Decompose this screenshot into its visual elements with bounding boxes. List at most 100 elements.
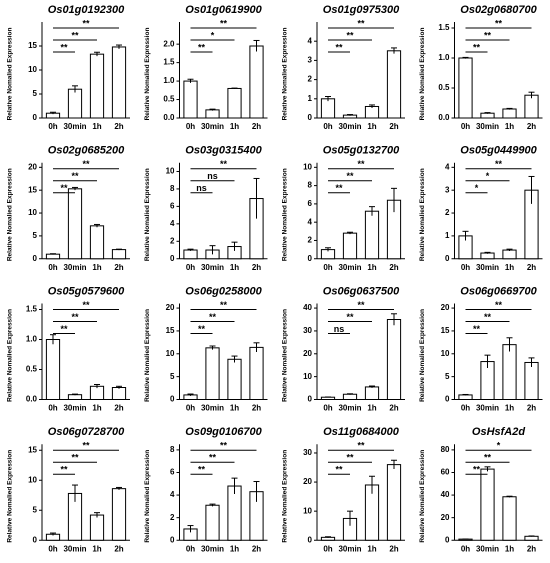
y-tick-label: 2 — [445, 208, 450, 217]
significance-label: * — [475, 183, 479, 193]
error-bar — [94, 512, 100, 518]
panel: OsHsfA2d Relative Nomalied Expression 0 20 4… — [419, 426, 543, 553]
y-tick-label: 8 — [170, 445, 175, 454]
y-axis-label: Relative Nomalied Expression — [144, 450, 151, 543]
significance-label: ns — [334, 324, 345, 334]
panel: Os11g0684000 Relative Nomalied Expression… — [282, 426, 405, 553]
y-tick-label: 4 — [445, 162, 450, 171]
significance-label: ** — [495, 159, 503, 169]
bar — [67, 88, 83, 119]
x-tick-label: 0h — [48, 263, 57, 272]
x-tick-label: 1h — [92, 122, 101, 131]
panel-title: Os06g0258000 — [185, 285, 262, 297]
panel-title: Os05g0449900 — [460, 145, 537, 157]
y-tick-label: 0 — [308, 395, 313, 404]
error-bar — [484, 251, 491, 254]
significance-label: ** — [357, 18, 365, 28]
error-bar — [209, 108, 216, 111]
significance-label: ** — [473, 42, 481, 52]
bar — [386, 319, 402, 400]
y-tick-label: 40 — [441, 490, 450, 499]
error-bar — [391, 459, 397, 469]
x-tick-label: 1h — [505, 122, 514, 131]
y-tick-label: 0.0 — [26, 395, 38, 404]
error-bar — [325, 95, 331, 102]
y-tick-label: 0 — [170, 535, 175, 544]
error-bar — [253, 39, 260, 52]
error-bar — [506, 495, 513, 498]
significance-label: ** — [82, 159, 90, 169]
x-tick-label: 0h — [461, 122, 470, 131]
x-tick-label: 30min — [476, 263, 499, 272]
panel: Os06g0637500 Relative Nomalied Expression… — [282, 285, 405, 413]
y-tick-label: 1.5 — [26, 305, 38, 314]
panel-title: Os03g0315400 — [185, 145, 262, 157]
bar — [458, 57, 473, 119]
x-tick-label: 1h — [505, 404, 514, 413]
y-axis-label: Relative Nomalied Expression — [282, 309, 289, 402]
x-tick-label: 2h — [252, 544, 261, 553]
significance-label: ** — [346, 30, 354, 40]
error-bar — [209, 345, 216, 350]
x-tick-label: 2h — [114, 404, 123, 413]
y-axis-label: Relative Nomalied Expression — [7, 168, 14, 261]
y-tick-label: 20 — [441, 303, 450, 312]
panel: Os01g0619900 Relative Nomalied Expression… — [144, 4, 268, 131]
error-bar — [116, 248, 122, 251]
significance-label: ** — [220, 300, 228, 310]
y-axis-label: Relative Nomalied Expression — [282, 450, 289, 543]
error-bar — [347, 510, 353, 526]
bar — [502, 344, 517, 400]
y-tick-label: 1.5 — [163, 58, 175, 67]
panel: Os03g0315400 Relative Nomalied Expression… — [144, 145, 268, 272]
y-tick-label: 0.0 — [438, 113, 450, 122]
error-bar — [116, 44, 122, 49]
x-tick-label: 30min — [63, 544, 86, 553]
error-bar — [347, 231, 353, 235]
y-tick-label: 10 — [28, 475, 37, 484]
error-bar — [347, 114, 353, 116]
x-tick-label: 30min — [476, 544, 499, 553]
significance-label: * — [486, 171, 490, 181]
x-tick-label: 1h — [367, 404, 376, 413]
x-tick-label: 0h — [48, 122, 57, 131]
bar — [111, 46, 127, 119]
bar — [320, 98, 336, 119]
bar — [364, 105, 380, 119]
significance-label: ** — [357, 300, 365, 310]
error-bar — [253, 342, 260, 352]
error-bar — [253, 481, 260, 502]
error-bar — [72, 186, 78, 191]
error-bar — [325, 247, 331, 252]
x-tick-label: 1h — [505, 544, 514, 553]
x-tick-label: 2h — [389, 544, 398, 553]
y-tick-label: 0 — [308, 254, 313, 263]
y-tick-label: 5 — [445, 372, 450, 381]
bar — [111, 249, 127, 260]
y-tick-label: 10 — [303, 372, 312, 381]
y-tick-label: 15 — [28, 41, 37, 50]
panel: Os05g0449900 Relative Nomalied Expression… — [419, 145, 543, 272]
error-bar — [231, 87, 238, 89]
y-axis-label: Relative Nomalied Expression — [282, 168, 289, 261]
bar — [480, 468, 495, 541]
bar — [183, 80, 198, 119]
x-tick-label: 0h — [48, 544, 57, 553]
y-tick-label: 2 — [308, 75, 313, 84]
panel: Os02g0685200 Relative Nomalied Expression… — [7, 145, 130, 272]
y-tick-label: 0.5 — [438, 83, 450, 92]
y-tick-label: 1 — [445, 231, 450, 240]
x-tick-label: 1h — [92, 404, 101, 413]
x-tick-label: 2h — [527, 122, 536, 131]
y-tick-label: 5 — [33, 89, 38, 98]
y-axis-label: Relative Nomalied Expression — [144, 309, 151, 402]
error-bar — [187, 248, 194, 251]
x-tick-label: 1h — [367, 263, 376, 272]
x-tick-label: 30min — [201, 544, 224, 553]
significance-label: ** — [335, 183, 343, 193]
significance-label: ** — [346, 171, 354, 181]
x-tick-label: 0h — [323, 404, 332, 413]
y-tick-label: 10 — [303, 506, 312, 515]
y-tick-label: 2 — [308, 236, 313, 245]
error-bar — [528, 91, 535, 99]
